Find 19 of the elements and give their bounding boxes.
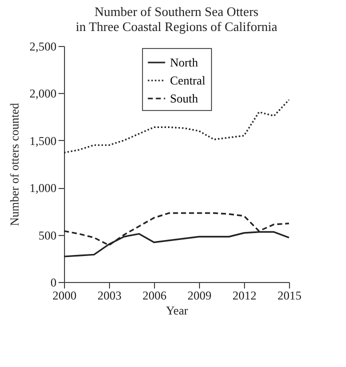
y-tick-label: 2,500	[30, 40, 56, 54]
legend-label: Central	[170, 74, 206, 88]
y-axis-title: Number of otters counted	[8, 103, 22, 226]
x-tick-label: 2006	[142, 288, 166, 302]
x-tick-label: 2012	[232, 288, 256, 302]
y-tick-label: 1,000	[30, 181, 56, 196]
y-tick-label: 2,000	[30, 86, 56, 101]
x-tick-label: 2015	[278, 288, 302, 302]
legend-label: North	[170, 56, 198, 70]
y-tick-label: 500	[38, 228, 56, 242]
y-tick-label: 1,500	[30, 134, 56, 148]
legend-label: South	[170, 92, 198, 106]
x-tick-label: 2009	[188, 288, 212, 302]
x-axis-title: Year	[166, 304, 188, 318]
x-tick-label: 2000	[52, 288, 76, 302]
text: in Three Coastal Regions of California	[76, 19, 278, 34]
text: Number of Southern Sea Otters	[94, 4, 258, 19]
x-tick-label: 2003	[98, 288, 122, 302]
y-tick-label: 0	[50, 276, 56, 290]
